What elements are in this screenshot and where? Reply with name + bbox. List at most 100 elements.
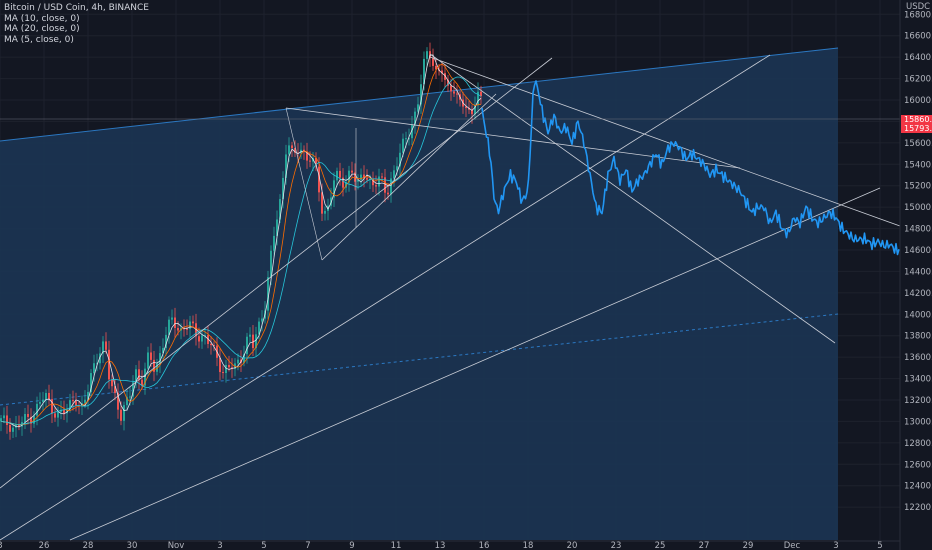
time-tick-label: 11 <box>391 541 402 550</box>
trendlines <box>0 53 901 541</box>
price-tick-label: 15200.00 <box>904 182 932 192</box>
candle-body <box>276 219 278 236</box>
chart-legend: Bitcoin / USD Coin, 4h, BINANCE MA (10, … <box>4 3 149 45</box>
candle-body <box>162 348 164 354</box>
candle-body <box>48 392 50 400</box>
candle-body <box>348 170 350 183</box>
candle-body <box>423 58 425 85</box>
time-tick-label: 29 <box>743 541 754 550</box>
candle-body <box>39 402 41 404</box>
candle-body <box>471 109 473 115</box>
candle-body <box>270 250 272 278</box>
trendline-1 <box>0 54 771 541</box>
candle-body <box>114 386 116 393</box>
price-axis-area[interactable] <box>900 0 932 550</box>
price-tick-label: 13000.00 <box>904 417 932 427</box>
time-axis: 3 26 28 30 Nov 3 5 7 9 11 13 16 18 20 23 25 27 29 Dec 3 5 <box>0 541 883 550</box>
countdown-text: 15793.00 <box>904 124 932 133</box>
candle-body <box>399 152 401 167</box>
candle-body <box>228 364 230 368</box>
candle-body <box>66 409 68 414</box>
candle-body <box>282 177 284 200</box>
candle-body <box>93 363 95 374</box>
candle-body <box>447 79 449 86</box>
candle-body <box>129 396 131 398</box>
candle-body <box>75 401 77 406</box>
candle-body <box>450 85 452 92</box>
candle-body <box>249 334 251 337</box>
candle-body <box>246 336 248 355</box>
candle-body <box>480 91 482 97</box>
candle-body <box>318 166 320 193</box>
price-tick-label: 16000.00 <box>904 96 932 106</box>
candle-body <box>393 170 395 179</box>
candle-body <box>321 192 323 214</box>
projected-price-path <box>481 80 900 256</box>
time-tick-label: 9 <box>349 541 354 550</box>
currency-label: USDC <box>906 2 930 12</box>
ma10-label[interactable]: MA (10, close, 0) <box>4 13 80 24</box>
candle-body <box>258 321 260 335</box>
ma5-label[interactable]: MA (5, close, 0) <box>4 34 74 45</box>
candle-body <box>243 354 245 363</box>
candle-body <box>366 177 368 180</box>
time-tick-label: 3 <box>833 541 838 550</box>
candle-body <box>360 174 362 180</box>
candle-body <box>207 335 209 344</box>
candle-body <box>6 415 8 425</box>
price-tick-label: 14800.00 <box>904 225 932 235</box>
candle-body <box>186 328 188 330</box>
candle-body <box>126 397 128 406</box>
candle-body <box>330 197 332 206</box>
candle-body <box>363 174 365 178</box>
price-tick-label: 14000.00 <box>904 310 932 320</box>
time-tick-label: 13 <box>435 541 446 550</box>
candle-body <box>18 424 20 427</box>
candle-body <box>0 418 2 422</box>
candle-body <box>441 70 443 74</box>
candle-body <box>414 111 416 125</box>
candle-body <box>51 399 53 414</box>
candle-body <box>9 424 11 432</box>
ma20-label[interactable]: MA (20, close, 0) <box>4 24 80 34</box>
candle-body <box>273 235 275 251</box>
time-tick-label: Dec <box>784 541 801 550</box>
candle-body <box>174 317 176 328</box>
candle-body <box>279 199 281 220</box>
candle-body <box>429 51 431 59</box>
candle-body <box>168 319 170 335</box>
symbol-title[interactable]: Bitcoin / USD Coin, 4h, BINANCE <box>4 3 149 13</box>
candle-body <box>99 353 101 364</box>
ma-line <box>0 76 482 425</box>
candle-body <box>378 176 380 187</box>
candle-body <box>165 334 167 349</box>
last-price-text: 15860.74 <box>904 115 932 124</box>
projection-box-top-edge <box>0 47 839 142</box>
candle-body <box>72 400 74 402</box>
candle-body <box>117 392 119 410</box>
candle-body <box>324 210 326 214</box>
price-tick-label: 15600.00 <box>904 139 932 149</box>
candle-body <box>84 399 86 404</box>
candle-body <box>153 359 155 372</box>
candle-body <box>42 399 44 403</box>
candle-body <box>255 334 257 349</box>
candle-body <box>96 363 98 365</box>
trendline-5 <box>429 56 901 227</box>
price-tick-label: 15400.00 <box>904 160 932 170</box>
candle-body <box>261 318 263 322</box>
candle-body <box>87 391 89 400</box>
time-tick-label: 5 <box>877 541 882 550</box>
price-tick-label: 13200.00 <box>904 396 932 406</box>
candle-body <box>252 334 254 349</box>
time-tick-label: 3 <box>0 541 3 550</box>
price-tick-label: 12800.00 <box>904 439 932 449</box>
candle-body <box>147 352 149 369</box>
candle-body <box>408 138 410 140</box>
candle-body <box>237 359 239 364</box>
time-tick-label: 3 <box>217 541 222 550</box>
price-tick-label: 16200.00 <box>904 75 932 85</box>
moving-average-lines <box>0 54 482 428</box>
candle-body <box>288 145 290 155</box>
